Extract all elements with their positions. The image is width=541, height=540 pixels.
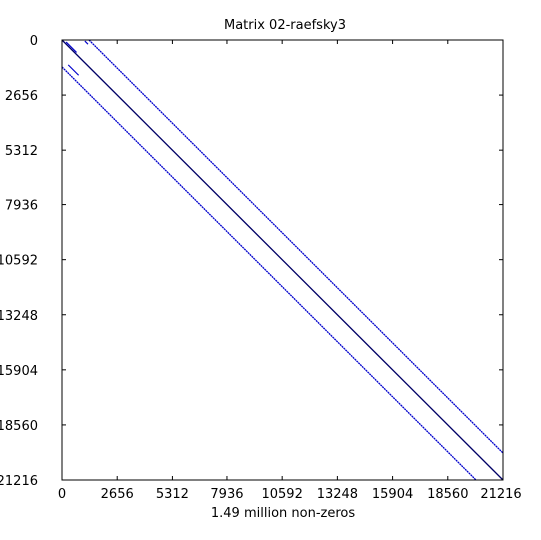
chart-title: Matrix 02-raefsky3: [224, 18, 346, 33]
y-tick-label-1: 2656: [5, 89, 38, 104]
axis-layer: 0 0 2656 2656 5312 5312 7936 7936 10592 10592 1324…: [0, 34, 522, 502]
y-tick-label-0: 0: [30, 34, 38, 49]
corner-fragment-2: [84, 40, 89, 45]
x-tick-label-5: 13248: [317, 487, 358, 502]
x-tick-label-1: 2656: [101, 487, 134, 502]
y-tick-label-2: 5312: [5, 144, 38, 159]
x-tick-label-8: 21216: [480, 487, 521, 502]
band-2: [61, 66, 477, 481]
band-0: [61, 39, 504, 481]
y-tick-label-7: 18560: [0, 419, 38, 434]
y-tick-label-3: 7936: [5, 199, 38, 214]
corner-fragment-0: [65, 41, 77, 53]
plot-layer: [61, 39, 504, 481]
x-tick-label-7: 18560: [427, 487, 468, 502]
x-tick-label-2: 5312: [156, 487, 189, 502]
y-tick-label-5: 13248: [0, 309, 38, 324]
corner-fragment-1: [67, 64, 80, 76]
y-tick-label-4: 10592: [0, 254, 38, 269]
y-tick-label-6: 15904: [0, 364, 38, 379]
y-tick-label-8: 21216: [0, 474, 38, 489]
x-tick-label-6: 15904: [372, 487, 413, 502]
band-1: [88, 39, 504, 454]
x-tick-label-3: 7936: [210, 487, 243, 502]
x-axis-label: 1.49 million non-zeros: [211, 506, 355, 521]
x-tick-label-0: 0: [58, 487, 66, 502]
x-tick-label-4: 10592: [261, 487, 302, 502]
